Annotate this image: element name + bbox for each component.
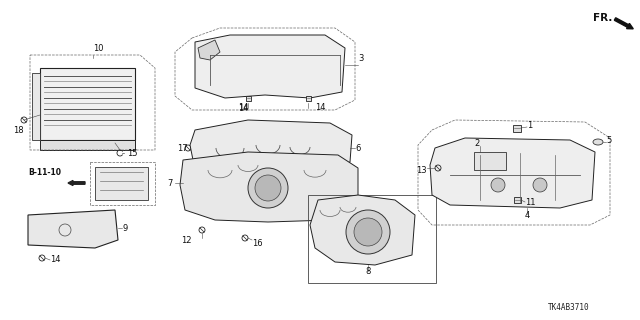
Text: 10: 10	[93, 44, 104, 52]
Polygon shape	[95, 167, 148, 200]
Text: 14: 14	[50, 255, 61, 265]
Bar	[474, 152, 506, 170]
Text: 2: 2	[474, 139, 479, 148]
FancyArrow shape	[68, 180, 85, 186]
Text: 1: 1	[527, 121, 532, 130]
Text: 15: 15	[127, 148, 138, 157]
Bar	[305, 95, 310, 100]
Polygon shape	[310, 195, 415, 265]
Polygon shape	[190, 120, 352, 175]
Text: 9: 9	[122, 223, 127, 233]
Bar	[513, 197, 520, 203]
Text: 12: 12	[182, 236, 192, 244]
Circle shape	[354, 218, 382, 246]
Text: B-11-10: B-11-10	[28, 167, 61, 177]
Ellipse shape	[593, 139, 603, 145]
Text: 17: 17	[177, 143, 188, 153]
Circle shape	[248, 168, 288, 208]
Polygon shape	[430, 138, 595, 208]
Text: 14: 14	[238, 103, 248, 113]
Text: 3: 3	[358, 53, 364, 62]
Text: 16: 16	[252, 238, 262, 247]
Text: 13: 13	[417, 165, 427, 174]
Text: 6: 6	[355, 143, 360, 153]
Bar	[513, 124, 521, 132]
Circle shape	[491, 178, 505, 192]
Circle shape	[255, 175, 281, 201]
Bar	[40, 140, 135, 150]
Circle shape	[346, 210, 390, 254]
Bar	[246, 95, 250, 100]
Polygon shape	[198, 40, 220, 60]
Polygon shape	[28, 210, 118, 248]
Polygon shape	[40, 68, 135, 140]
Text: 5: 5	[606, 135, 611, 145]
FancyArrow shape	[614, 18, 634, 29]
Text: 14: 14	[238, 102, 248, 111]
Text: 14: 14	[315, 102, 326, 111]
Text: FR.: FR.	[593, 13, 612, 23]
Polygon shape	[195, 35, 345, 98]
Text: 8: 8	[365, 268, 371, 276]
Text: 4: 4	[524, 211, 530, 220]
Text: 7: 7	[168, 179, 173, 188]
Bar	[308, 195, 436, 283]
Text: 18: 18	[13, 125, 24, 134]
Circle shape	[533, 178, 547, 192]
Polygon shape	[180, 152, 358, 222]
Bar	[32, 73, 40, 140]
Text: TK4AB3710: TK4AB3710	[548, 303, 589, 313]
Text: 11: 11	[525, 197, 536, 206]
